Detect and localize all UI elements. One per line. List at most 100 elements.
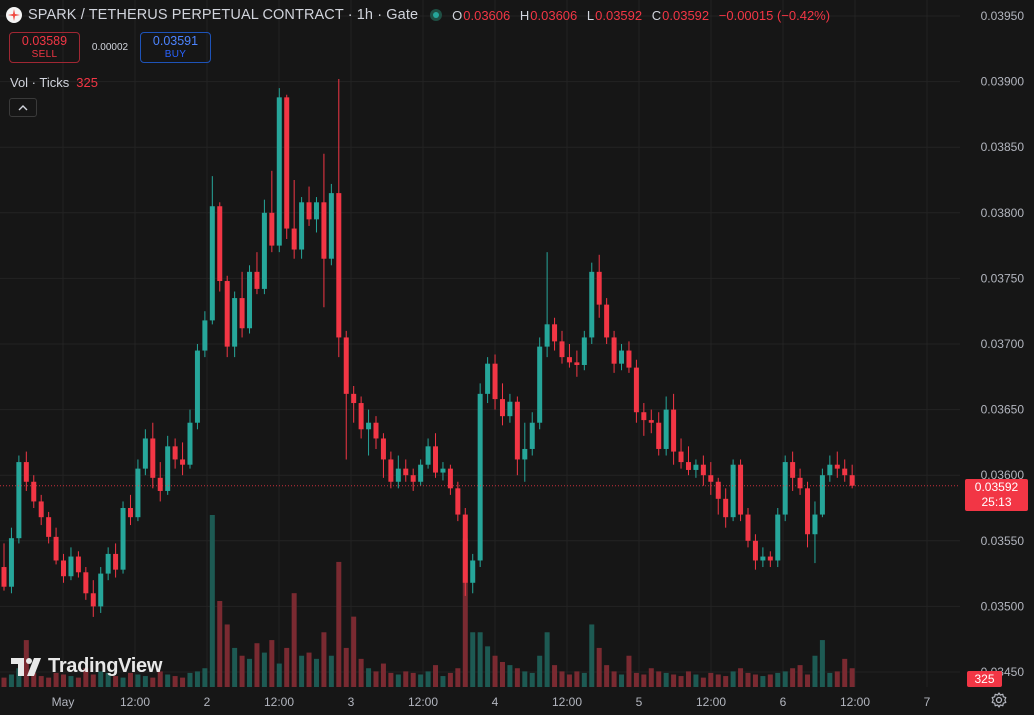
volume-bar [239, 655, 245, 687]
candle [827, 455, 833, 482]
time-tick-label: 5 [636, 695, 643, 709]
trade-panel: 0.03589 SELL 0.00002 0.03591 BUY [9, 32, 211, 63]
candle [209, 176, 215, 325]
time-tick-label: 4 [492, 695, 499, 709]
volume-bar [284, 647, 290, 687]
candle [514, 396, 520, 476]
volume-bar [849, 668, 855, 687]
volume-bar [611, 671, 617, 687]
volume-bar [827, 672, 833, 687]
candle [462, 508, 468, 596]
volume-bar [790, 668, 796, 687]
volume-bar [537, 655, 543, 687]
candle [805, 481, 811, 548]
candle [38, 494, 44, 526]
candle [343, 330, 349, 460]
collapse-legend-button[interactable] [9, 98, 37, 117]
symbol-title[interactable]: SPARK / TETHERUS PERPETUAL CONTRACT · 1h… [28, 7, 419, 23]
volume-bar [418, 674, 424, 687]
time-tick-label: 12:00 [552, 695, 582, 709]
candle [440, 462, 446, 481]
candle [8, 527, 14, 594]
volume-bar [98, 671, 104, 687]
candle [187, 409, 193, 469]
volume-bar [254, 643, 260, 687]
volume-bar [619, 674, 625, 687]
candle [127, 494, 133, 526]
candle [574, 350, 580, 377]
volume-bar [127, 672, 133, 687]
settings-gear-icon[interactable] [991, 692, 1007, 708]
buy-button[interactable]: 0.03591 BUY [140, 32, 211, 63]
spread-value: 0.00002 [91, 42, 129, 53]
candle [470, 553, 476, 594]
price-tick-label: 0.03600 [981, 468, 1025, 482]
volume-bar [544, 632, 550, 687]
volume-bar [626, 655, 632, 687]
sell-button[interactable]: 0.03589 SELL [9, 32, 80, 63]
volume-bar [492, 655, 498, 687]
market-open-status-icon [430, 9, 443, 21]
candle [61, 553, 67, 583]
candle [157, 462, 163, 502]
candle [656, 412, 662, 456]
volume-bar [343, 647, 349, 687]
candle [98, 567, 104, 613]
volume-bar [589, 624, 595, 687]
volume-bar [75, 677, 81, 687]
volume-bar [708, 672, 714, 687]
candle [68, 547, 74, 581]
volume-bar [313, 658, 319, 687]
volume-bar [31, 672, 37, 687]
volume-bar [529, 672, 535, 687]
candle [358, 396, 364, 439]
time-tick-label: 12:00 [120, 695, 150, 709]
candle [507, 393, 513, 423]
volume-bar [566, 674, 572, 687]
volume-bar [685, 671, 691, 687]
candle [604, 298, 610, 344]
candle [671, 393, 677, 465]
candle [738, 459, 744, 522]
price-axis[interactable]: 0.03950 0.03900 0.03850 0.03800 0.03750 0.037… [981, 9, 1025, 679]
volume-bar [373, 671, 379, 687]
volume-bar [447, 672, 453, 687]
volume-bar [269, 640, 275, 687]
volume-bar [455, 668, 461, 687]
volume-value: 325 [76, 75, 98, 90]
volume-bar [663, 672, 669, 687]
volume-bar [380, 663, 386, 687]
candle [380, 433, 386, 478]
volume-bar [105, 672, 111, 687]
candle [313, 197, 319, 233]
time-axis[interactable]: May 12:00 2 12:00 3 12:00 4 12:00 5 12:00 6 12:00 7 [52, 695, 931, 709]
chart-grid [0, 0, 960, 687]
candle [1, 543, 7, 591]
candle [351, 385, 357, 423]
candle [834, 451, 840, 478]
price-tick-label: 0.03900 [981, 75, 1025, 89]
tradingview-logo[interactable]: TradingView [11, 655, 162, 678]
candle [366, 409, 372, 456]
volume-bar [656, 671, 662, 687]
candle [180, 442, 186, 476]
candle [730, 459, 736, 522]
volume-bar [745, 672, 751, 687]
volume-bar [120, 677, 126, 687]
volume-bar [797, 665, 803, 687]
volume-bar [388, 672, 394, 687]
volume-bar [209, 515, 215, 687]
candle [217, 202, 223, 292]
candle [299, 197, 305, 259]
candle [135, 459, 141, 522]
candle [120, 501, 126, 574]
candle [775, 508, 781, 568]
volume-bar [157, 671, 163, 687]
candle [790, 451, 796, 491]
candle [648, 409, 654, 434]
volume-bar [805, 674, 811, 687]
price-tick-label: 0.03650 [981, 403, 1025, 417]
volume-bar [299, 655, 305, 687]
volume-bar [715, 674, 721, 687]
